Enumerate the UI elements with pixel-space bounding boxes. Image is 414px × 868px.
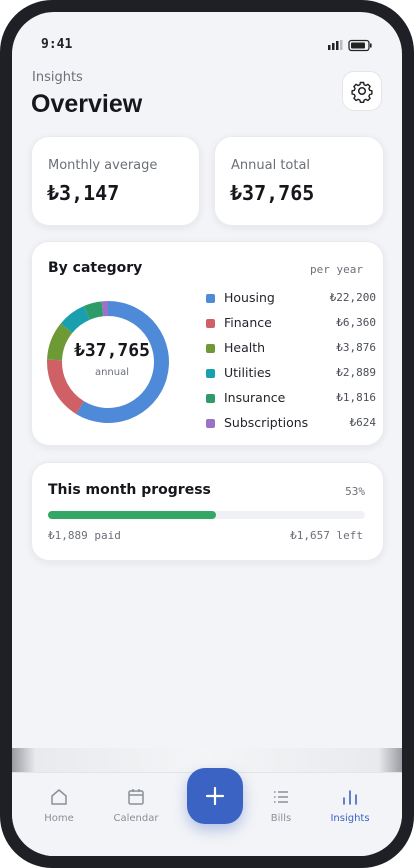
tab-label: Insights — [330, 813, 370, 824]
insights-icon — [343, 790, 357, 805]
screen: 9:41 Insights Overview Monthly average ₺… — [12, 12, 402, 856]
donut-segment — [76, 301, 170, 423]
add-button[interactable] — [187, 768, 243, 824]
plus-icon — [205, 786, 225, 806]
legend-row: Finance ₺6,360 — [194, 313, 376, 333]
bills-icon — [274, 791, 288, 803]
settings-button[interactable] — [342, 71, 382, 111]
legend-label: Subscriptions — [224, 415, 309, 430]
tab-label: Bills — [270, 813, 292, 824]
donut-segment — [60, 305, 90, 333]
progress-percent: 53% — [345, 485, 365, 498]
legend-label: Finance — [224, 315, 272, 330]
legend-swatch — [206, 319, 215, 328]
progress-left: ₺1,657 left — [290, 529, 363, 542]
card-title: By category — [48, 260, 143, 276]
tab-calendar[interactable]: Calendar — [106, 787, 166, 839]
tab-label: Home — [44, 813, 74, 824]
legend-value: ₺3,876 — [336, 341, 376, 354]
legend-swatch — [206, 344, 215, 353]
legend: Housing ₺22,200 Finance ₺6,360 Health ₺3,876 U… — [194, 288, 376, 438]
legend-swatch — [206, 394, 215, 403]
legend-row: Housing ₺22,200 — [194, 288, 376, 308]
legend-swatch — [206, 294, 215, 303]
summary-value: ₺3,147 — [47, 181, 120, 205]
donut-center-value: ₺37,765 — [74, 340, 150, 361]
card-title: This month progress — [48, 482, 211, 498]
donut-segment — [101, 301, 108, 317]
summary-label: Annual total — [231, 158, 311, 173]
legend-label: Insurance — [224, 390, 286, 405]
progress-card: This month progress 53% ₺1,889 paid ₺1,6… — [31, 462, 384, 561]
legend-value: ₺624 — [349, 416, 377, 429]
legend-row: Insurance ₺1,816 — [194, 388, 376, 408]
legend-swatch — [206, 369, 215, 378]
tab-bar: Home Calendar Bills Insights — [12, 768, 402, 856]
progress-paid: ₺1,889 paid — [48, 529, 121, 542]
legend-row: Utilities ₺2,889 — [194, 363, 376, 383]
legend-swatch — [206, 419, 215, 428]
tab-label: Calendar — [113, 813, 159, 824]
progress-fill — [48, 511, 217, 519]
status-time: 9:41 — [41, 37, 73, 52]
tab-bills[interactable]: Bills — [256, 787, 306, 839]
settings-icon — [351, 81, 373, 103]
tab-home[interactable]: Home — [30, 787, 88, 839]
summary-card: Annual total ₺37,765 — [214, 136, 384, 226]
legend-value: ₺6,360 — [336, 316, 376, 329]
home-icon — [51, 789, 67, 805]
summary-card: Monthly average ₺3,147 — [31, 136, 200, 226]
legend-row: Subscriptions ₺624 — [194, 413, 376, 433]
calendar-icon — [128, 789, 144, 805]
donut-chart — [47, 301, 170, 423]
legend-value: ₺22,200 — [329, 291, 376, 304]
header-title: Overview — [31, 90, 143, 118]
progress-bar — [48, 511, 365, 519]
legend-label: Utilities — [224, 365, 272, 380]
legend-label: Housing — [224, 290, 275, 305]
summary-label: Monthly average — [48, 158, 158, 173]
legend-value: ₺2,889 — [336, 366, 376, 379]
status-icons — [328, 39, 372, 52]
tab-insights[interactable]: Insights — [320, 787, 380, 839]
legend-value: ₺1,816 — [336, 391, 376, 404]
legend-label: Health — [224, 340, 266, 355]
donut-center-label: annual — [94, 367, 130, 378]
category-card: By category per year ₺37,765 annual Hous… — [31, 241, 384, 446]
donut-segment — [83, 301, 104, 320]
summary-value: ₺37,765 — [230, 181, 315, 205]
header-eyebrow: Insights — [32, 70, 83, 85]
card-period: per year — [310, 263, 363, 276]
legend-row: Health ₺3,876 — [194, 338, 376, 358]
donut-segment — [47, 323, 73, 361]
donut-segment — [47, 359, 84, 414]
